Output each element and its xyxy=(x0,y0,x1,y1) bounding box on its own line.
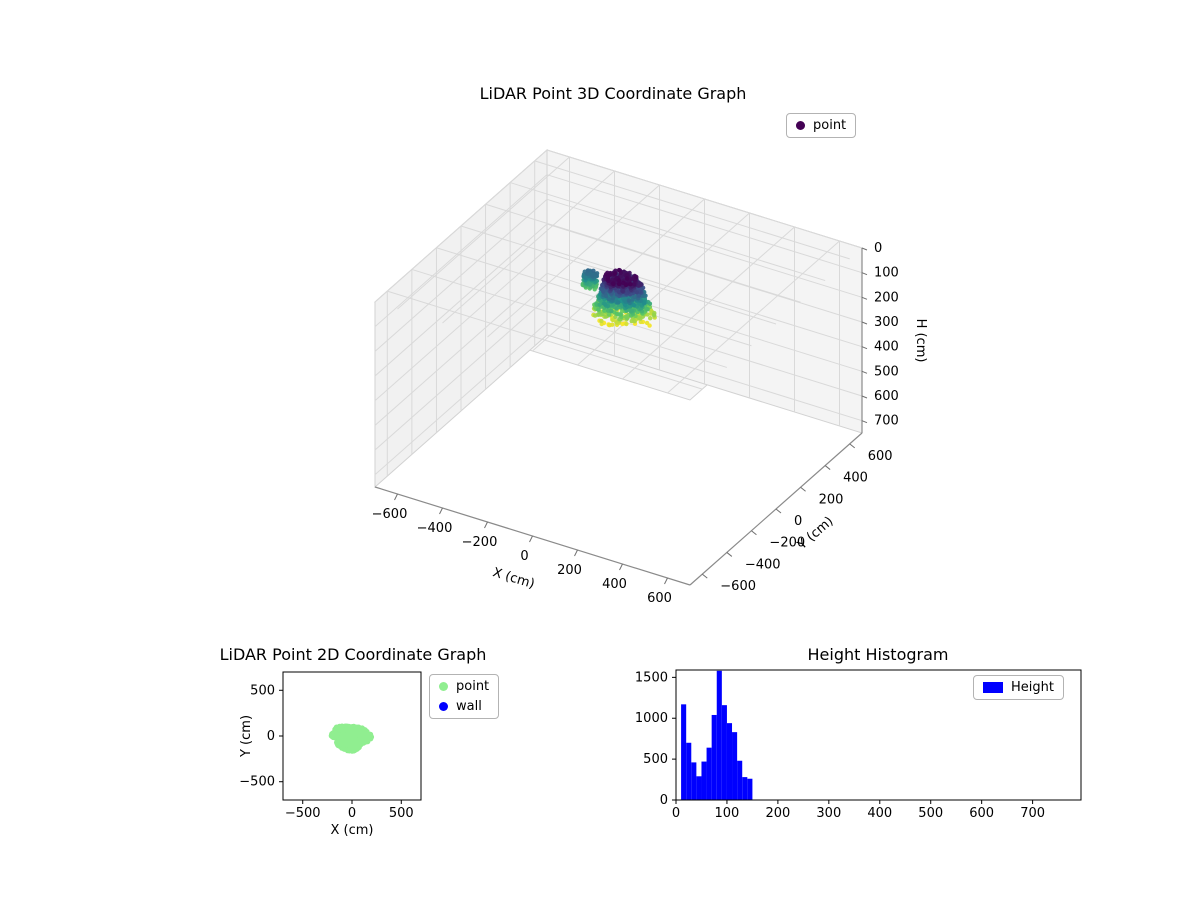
svg-text:400: 400 xyxy=(874,340,899,355)
svg-text:400: 400 xyxy=(602,577,627,592)
svg-text:−500: −500 xyxy=(285,806,321,821)
chart-title-3d: LiDAR Point 3D Coordinate Graph xyxy=(479,84,747,103)
svg-text:0: 0 xyxy=(520,549,528,564)
scatter3d-points xyxy=(580,267,657,328)
svg-text:100: 100 xyxy=(874,266,899,281)
height-swatch-icon xyxy=(983,682,1003,693)
svg-text:400: 400 xyxy=(867,806,892,821)
legend-item-point-2d: point xyxy=(439,679,489,694)
svg-text:600: 600 xyxy=(868,449,893,464)
histogram-bars xyxy=(681,670,753,800)
svg-text:X (cm): X (cm) xyxy=(491,565,537,592)
svg-text:400: 400 xyxy=(843,471,868,486)
svg-text:200: 200 xyxy=(819,492,844,507)
svg-text:X (cm): X (cm) xyxy=(331,823,374,838)
wall-marker-icon xyxy=(439,702,448,711)
svg-text:700: 700 xyxy=(874,414,899,429)
legend-label: point xyxy=(456,679,490,694)
svg-text:600: 600 xyxy=(647,591,672,606)
svg-text:−200: −200 xyxy=(769,536,805,551)
legend-histogram: Height xyxy=(973,675,1064,700)
svg-text:600: 600 xyxy=(874,389,899,404)
svg-text:500: 500 xyxy=(389,806,414,821)
svg-text:300: 300 xyxy=(816,806,841,821)
scatter3d-plot: −600−400−2000200400600−600−400−200020040… xyxy=(372,148,928,606)
svg-text:0: 0 xyxy=(672,806,680,821)
svg-text:−400: −400 xyxy=(745,557,781,572)
svg-text:200: 200 xyxy=(874,290,899,305)
legend-item-point-3d: point xyxy=(796,118,846,133)
legend-label: wall xyxy=(456,699,482,714)
legend-label: Height xyxy=(1011,680,1054,695)
chart-title-histogram: Height Histogram xyxy=(807,645,949,664)
svg-text:0: 0 xyxy=(874,241,882,256)
point-marker-icon xyxy=(439,682,448,691)
chart-title-2d: LiDAR Point 2D Coordinate Graph xyxy=(219,645,487,664)
svg-text:600: 600 xyxy=(969,806,994,821)
legend-item-wall-2d: wall xyxy=(439,699,489,714)
svg-text:0: 0 xyxy=(660,793,668,808)
svg-text:200: 200 xyxy=(557,563,582,578)
svg-text:500: 500 xyxy=(874,364,899,379)
svg-text:−600: −600 xyxy=(720,579,756,594)
legend-2d: point wall xyxy=(429,674,500,719)
svg-text:−600: −600 xyxy=(372,507,408,522)
svg-text:1000: 1000 xyxy=(635,711,668,726)
legend-label: point xyxy=(813,118,847,133)
svg-text:−400: −400 xyxy=(417,521,453,536)
svg-text:1500: 1500 xyxy=(635,670,668,685)
svg-text:500: 500 xyxy=(643,752,668,767)
svg-text:500: 500 xyxy=(250,683,275,698)
scatter2d-points xyxy=(328,723,375,754)
histogram-plot: 0 100 200 300 400 500 600 700 0 500 1000 1500 xyxy=(635,669,1082,821)
legend-3d: point xyxy=(786,113,857,138)
svg-text:−200: −200 xyxy=(462,535,498,550)
svg-text:H (cm): H (cm) xyxy=(913,319,928,363)
svg-text:700: 700 xyxy=(1020,806,1045,821)
point-marker-icon xyxy=(796,121,805,130)
svg-text:0: 0 xyxy=(794,514,802,529)
svg-text:−500: −500 xyxy=(239,775,275,790)
svg-text:200: 200 xyxy=(765,806,790,821)
svg-text:300: 300 xyxy=(874,315,899,330)
svg-text:100: 100 xyxy=(715,806,740,821)
scatter2d-plot: −500 0 500 −500 0 500 X (cm) Y (cm) xyxy=(239,671,422,838)
svg-text:0: 0 xyxy=(267,729,275,744)
svg-text:Y (cm): Y (cm) xyxy=(239,715,254,758)
legend-item-height: Height xyxy=(983,680,1054,695)
svg-text:500: 500 xyxy=(918,806,943,821)
svg-text:0: 0 xyxy=(348,806,356,821)
